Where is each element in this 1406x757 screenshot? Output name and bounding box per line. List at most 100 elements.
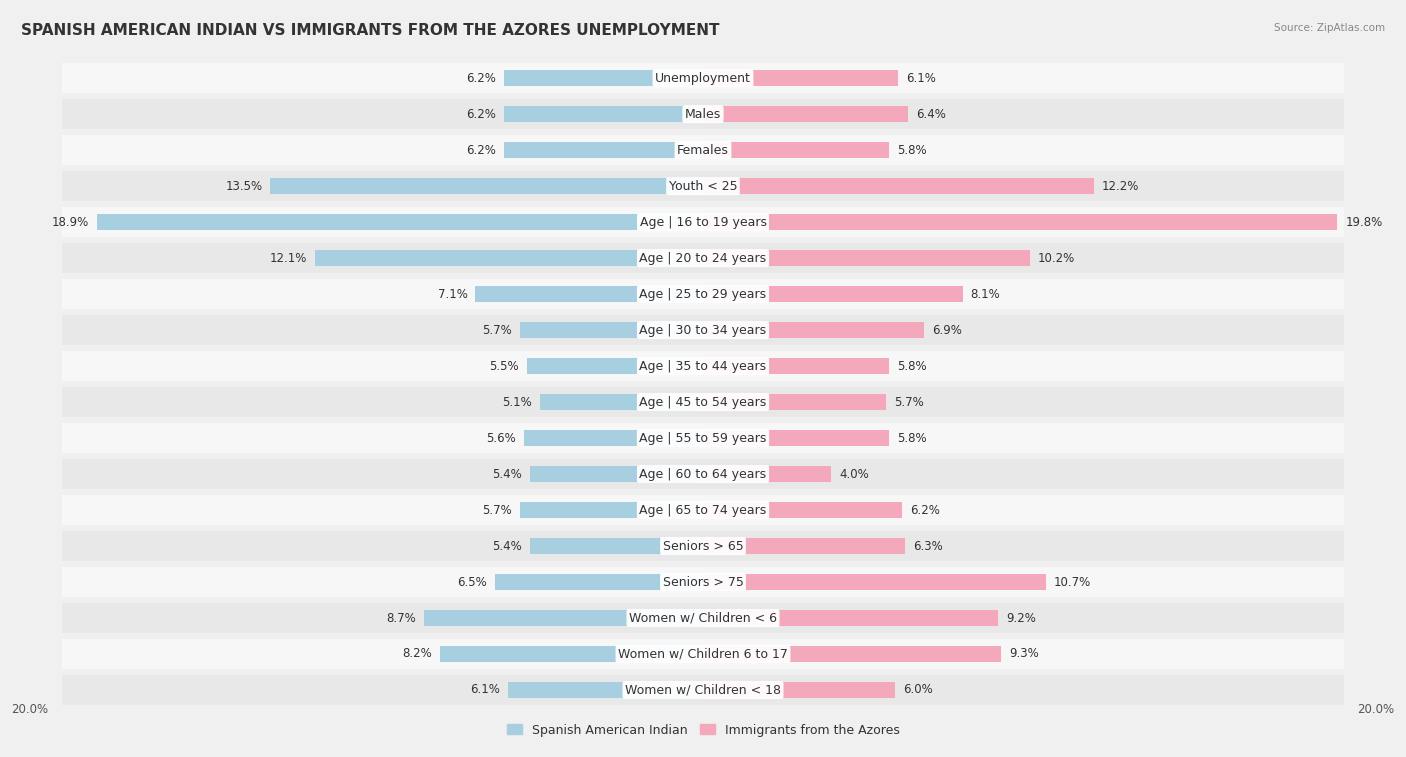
Bar: [703, 502, 901, 518]
Bar: [703, 538, 905, 554]
Text: Seniors > 75: Seniors > 75: [662, 575, 744, 588]
Bar: [270, 178, 703, 195]
Text: Youth < 25: Youth < 25: [669, 179, 737, 192]
Text: Age | 65 to 74 years: Age | 65 to 74 years: [640, 503, 766, 516]
Bar: [62, 422, 1344, 453]
Bar: [62, 459, 1344, 489]
Text: Source: ZipAtlas.com: Source: ZipAtlas.com: [1274, 23, 1385, 33]
Text: 7.1%: 7.1%: [437, 288, 467, 301]
Bar: [540, 394, 703, 410]
Bar: [703, 286, 963, 302]
Text: Age | 20 to 24 years: Age | 20 to 24 years: [640, 251, 766, 265]
Text: Males: Males: [685, 107, 721, 120]
Bar: [62, 171, 1344, 201]
Text: 20.0%: 20.0%: [1357, 703, 1395, 716]
Bar: [703, 106, 908, 123]
Text: 6.9%: 6.9%: [932, 323, 962, 337]
Bar: [703, 610, 998, 626]
Text: 19.8%: 19.8%: [1346, 216, 1382, 229]
Bar: [703, 466, 831, 482]
Bar: [62, 603, 1344, 634]
Bar: [505, 70, 703, 86]
Text: Women w/ Children < 6: Women w/ Children < 6: [628, 612, 778, 625]
Text: Age | 45 to 54 years: Age | 45 to 54 years: [640, 396, 766, 409]
Text: 5.4%: 5.4%: [492, 468, 522, 481]
Text: 5.7%: 5.7%: [482, 323, 512, 337]
Bar: [703, 178, 1094, 195]
Text: 18.9%: 18.9%: [52, 216, 90, 229]
Bar: [703, 574, 1046, 590]
Bar: [62, 63, 1344, 93]
Text: 8.1%: 8.1%: [970, 288, 1000, 301]
Bar: [440, 646, 703, 662]
Bar: [62, 315, 1344, 345]
Bar: [520, 322, 703, 338]
Bar: [62, 495, 1344, 525]
Bar: [315, 250, 703, 266]
Bar: [97, 214, 703, 230]
Text: 6.2%: 6.2%: [467, 107, 496, 120]
Text: 5.7%: 5.7%: [894, 396, 924, 409]
Bar: [62, 243, 1344, 273]
Bar: [505, 106, 703, 123]
Text: SPANISH AMERICAN INDIAN VS IMMIGRANTS FROM THE AZORES UNEMPLOYMENT: SPANISH AMERICAN INDIAN VS IMMIGRANTS FR…: [21, 23, 720, 38]
Bar: [505, 142, 703, 158]
Bar: [703, 430, 889, 446]
Text: 6.0%: 6.0%: [903, 684, 934, 696]
Text: 6.1%: 6.1%: [470, 684, 499, 696]
Text: 8.2%: 8.2%: [402, 647, 432, 661]
Text: Age | 30 to 34 years: Age | 30 to 34 years: [640, 323, 766, 337]
Text: 4.0%: 4.0%: [839, 468, 869, 481]
Text: Age | 35 to 44 years: Age | 35 to 44 years: [640, 360, 766, 372]
Text: 6.5%: 6.5%: [457, 575, 486, 588]
Bar: [703, 214, 1337, 230]
Bar: [62, 674, 1344, 706]
Text: 12.2%: 12.2%: [1102, 179, 1139, 192]
Text: Age | 25 to 29 years: Age | 25 to 29 years: [640, 288, 766, 301]
Text: 6.2%: 6.2%: [467, 144, 496, 157]
Text: Age | 60 to 64 years: Age | 60 to 64 years: [640, 468, 766, 481]
Bar: [425, 610, 703, 626]
Text: Age | 55 to 59 years: Age | 55 to 59 years: [640, 431, 766, 444]
Bar: [703, 250, 1029, 266]
Text: 6.2%: 6.2%: [910, 503, 939, 516]
Bar: [495, 574, 703, 590]
Bar: [527, 358, 703, 374]
Text: Women w/ Children < 18: Women w/ Children < 18: [626, 684, 780, 696]
Bar: [62, 207, 1344, 238]
Text: 5.4%: 5.4%: [492, 540, 522, 553]
Text: 6.1%: 6.1%: [907, 72, 936, 85]
Bar: [703, 322, 924, 338]
Bar: [62, 135, 1344, 166]
Bar: [62, 279, 1344, 310]
Bar: [703, 70, 898, 86]
Text: 13.5%: 13.5%: [225, 179, 263, 192]
Bar: [520, 502, 703, 518]
Text: Females: Females: [678, 144, 728, 157]
Text: 10.7%: 10.7%: [1054, 575, 1091, 588]
Legend: Spanish American Indian, Immigrants from the Azores: Spanish American Indian, Immigrants from…: [502, 718, 904, 742]
Text: 20.0%: 20.0%: [11, 703, 49, 716]
Bar: [62, 387, 1344, 417]
Text: 5.6%: 5.6%: [486, 431, 516, 444]
Text: 5.1%: 5.1%: [502, 396, 531, 409]
Bar: [530, 538, 703, 554]
Bar: [475, 286, 703, 302]
Bar: [62, 567, 1344, 597]
Bar: [703, 682, 896, 698]
Bar: [530, 466, 703, 482]
Bar: [523, 430, 703, 446]
Text: Unemployment: Unemployment: [655, 72, 751, 85]
Text: 5.8%: 5.8%: [897, 144, 927, 157]
Text: Women w/ Children 6 to 17: Women w/ Children 6 to 17: [619, 647, 787, 661]
Text: 6.4%: 6.4%: [917, 107, 946, 120]
Text: 9.2%: 9.2%: [1005, 612, 1036, 625]
Bar: [703, 646, 1001, 662]
Text: 5.8%: 5.8%: [897, 360, 927, 372]
Bar: [703, 358, 889, 374]
Text: 12.1%: 12.1%: [270, 251, 308, 265]
Text: 5.7%: 5.7%: [482, 503, 512, 516]
Bar: [62, 350, 1344, 382]
Bar: [62, 99, 1344, 129]
Text: 8.7%: 8.7%: [387, 612, 416, 625]
